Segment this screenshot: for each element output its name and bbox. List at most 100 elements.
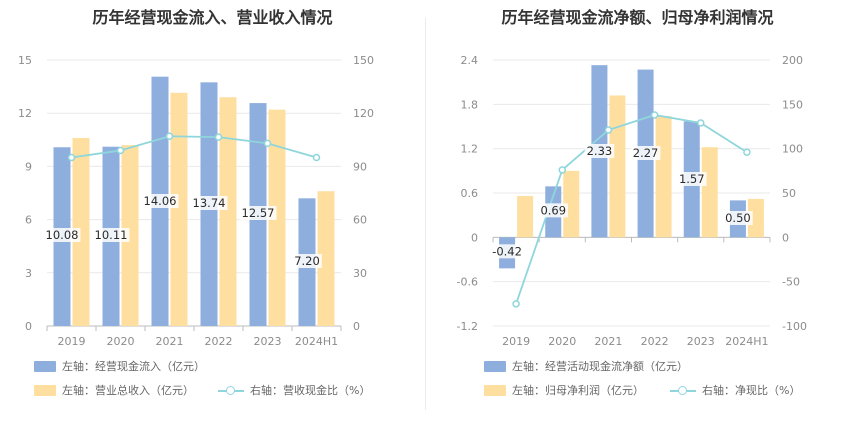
left-axis-tick-label: 1.8 — [461, 98, 479, 111]
ratio-point — [604, 126, 613, 134]
right-axis-tick-label: -50 — [782, 276, 800, 289]
data-label-background — [723, 211, 753, 225]
left-axis-tick-label: -1.2 — [457, 320, 478, 333]
grid-lines: -1.2 -0.6 0 0.6 1.2 1.8 2.4 -100 -50 0 50 100 150 200 — [457, 54, 807, 333]
data-label: 1.57 — [679, 172, 705, 186]
ratio-point — [312, 153, 321, 162]
data-label-background — [630, 146, 661, 160]
data-label: -0.42 — [492, 244, 522, 258]
x-axis-category-label: 2024H1 — [295, 335, 338, 348]
data-label-background — [292, 254, 322, 268]
left-axis-tick-label: 0 — [25, 320, 32, 333]
x-axis-category-label: 2022 — [641, 335, 669, 348]
bar-2-secondary — [609, 95, 626, 238]
bar-0-secondary — [517, 195, 534, 238]
bar-0-secondary — [72, 138, 90, 326]
right-axis-tick-label: 50 — [782, 187, 796, 200]
data-label: 14.06 — [144, 194, 177, 208]
data-label: 2.27 — [633, 146, 659, 160]
ratio-line — [515, 114, 748, 305]
legend-swatch-blue — [34, 360, 56, 372]
ratio-point — [165, 132, 174, 141]
bar-5-secondary — [317, 191, 335, 326]
ratio-point — [116, 146, 125, 155]
x-axis-category-label: 2019 — [58, 335, 86, 348]
x-axis-category-label: 2024H1 — [725, 335, 768, 348]
data-label: 2.33 — [587, 144, 613, 158]
legend-item-revenue[interactable]: 左轴：营业总收入（亿元） — [34, 383, 194, 397]
ratio-point — [67, 153, 76, 162]
data-label-background — [43, 228, 81, 242]
x-axis-category-label: 2020 — [548, 335, 576, 348]
legend-label: 左轴：营业总收入（亿元） — [62, 384, 194, 397]
legend-swatch-orange — [484, 384, 506, 396]
bar-1-secondary — [121, 145, 139, 326]
bar-3-secondary — [655, 116, 672, 238]
left-axis-tick-label: 1.2 — [461, 143, 479, 156]
right-axis-tick-label: 0 — [782, 231, 789, 244]
chart-title: 历年经营现金流净额、归母净利润情况 — [501, 8, 774, 27]
x-axis-category-label: 2021 — [594, 335, 622, 348]
left-axis-tick-label: 6 — [25, 214, 32, 227]
data-label: 0.69 — [540, 203, 566, 217]
panel-divider — [425, 18, 426, 410]
data-label: 7.20 — [294, 254, 320, 268]
bar-4-secondary — [701, 147, 718, 238]
x-axis-category-label: 2021 — [156, 335, 184, 348]
right-axis-tick-label: 200 — [782, 54, 803, 67]
legend-item-ratio[interactable]: 右轴：净现比（%） — [670, 383, 800, 397]
legend-item-netflow[interactable]: 左轴：经营活动现金流净额（亿元） — [484, 359, 688, 373]
data-label: 0.50 — [725, 211, 751, 225]
bar-1-secondary — [563, 170, 580, 238]
left-axis-tick-label: 15 — [18, 54, 32, 67]
right-axis-tick-label: -100 — [782, 320, 807, 333]
chart-title: 历年经营现金流入、营业收入情况 — [92, 8, 333, 27]
legend-item-ratio[interactable]: 右轴：营收现金比（%） — [218, 383, 370, 397]
chart-canvas-netflow-profit: -1.2 -0.6 0 0.6 1.2 1.8 2.4 -100 -50 0 50 100 150 200… — [457, 54, 807, 348]
data-label-background — [584, 144, 615, 158]
legend-swatch-orange — [34, 384, 56, 396]
ratio-line — [71, 135, 317, 159]
data-label-background — [239, 206, 277, 220]
chart-panel-netflow-profit: 历年经营现金流净额、归母净利润情况 -1.2 -0.6 0 0.6 1.2 1.8 2.4-… — [425, 0, 850, 437]
legend-label: 左轴：经营现金流入（亿元） — [62, 360, 205, 373]
data-label-background — [190, 196, 228, 210]
bar-4-secondary — [268, 109, 286, 326]
data-label-background — [490, 244, 524, 259]
legend-label: 左轴：归母净利润（亿元） — [512, 384, 644, 397]
ratio-point — [263, 139, 272, 148]
bar-2-secondary — [170, 92, 188, 326]
legend-line-marker-icon — [218, 384, 244, 396]
ratio-point — [214, 133, 223, 141]
right-axis-tick-label: 90 — [353, 160, 367, 173]
right-axis-tick-label: 150 — [353, 54, 374, 67]
legend-swatch-blue — [484, 360, 506, 372]
bar-5-secondary — [747, 198, 764, 238]
left-axis-tick-label: 2.4 — [461, 54, 479, 67]
legend-label: 右轴：营收现金比（%） — [250, 384, 371, 397]
right-axis-tick-label: 120 — [353, 107, 374, 120]
data-label-background — [676, 172, 707, 186]
legend-line-marker-icon — [670, 384, 696, 396]
legend-item-inflow[interactable]: 左轴：经营现金流入（亿元） — [34, 359, 205, 373]
left-axis-tick-label: -0.6 — [457, 276, 478, 289]
right-axis-tick-label: 30 — [353, 267, 367, 280]
bars — [499, 65, 764, 269]
ratio-point — [650, 111, 659, 119]
data-label: 12.57 — [242, 206, 275, 220]
x-axis-category-label: 2023 — [687, 335, 715, 348]
ratio-point — [558, 166, 566, 174]
data-label: 10.11 — [95, 228, 128, 242]
x-axis-category-label: 2020 — [107, 335, 135, 348]
left-axis-tick-label: 12 — [18, 107, 32, 120]
left-axis-tick-label: 3 — [25, 267, 32, 280]
x-axis-category-label: 2019 — [502, 335, 530, 348]
data-label-background — [92, 228, 130, 242]
right-axis-tick-label: 60 — [353, 214, 367, 227]
legend-item-profit[interactable]: 左轴：归母净利润（亿元） — [484, 383, 644, 397]
chart-panel-inflow-revenue: 历年经营现金流入、营业收入情况 0 3 6 9 12 15 0 30 60 90 120 150 201… — [18, 8, 374, 397]
x-axis-category-label: 2023 — [254, 335, 282, 348]
data-label: 10.08 — [46, 228, 79, 242]
ratio-point — [512, 300, 520, 308]
